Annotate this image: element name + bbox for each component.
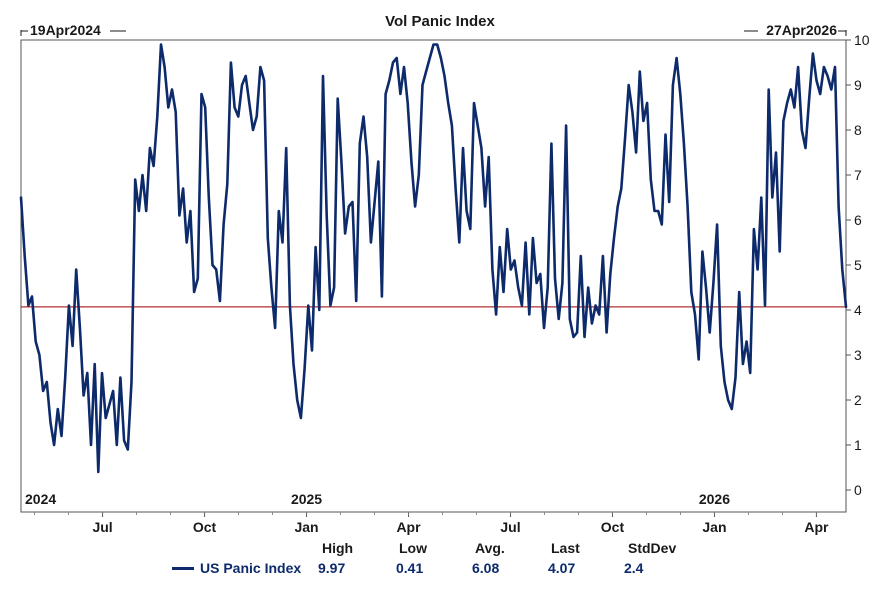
x-tick-label-oct-5: Oct bbox=[601, 519, 625, 535]
x-axis: Jul Oct Jan Apr Jul Oct Jan Apr bbox=[34, 512, 829, 535]
x-tick-label-oct-1: Oct bbox=[193, 519, 217, 535]
y-axis: 0 1 2 3 4 5 6 7 8 9 10 bbox=[846, 32, 870, 498]
end-date-label: 27Apr2026 bbox=[766, 22, 837, 38]
y-tick-label-2: 2 bbox=[854, 392, 862, 408]
series-line-us-panic-index bbox=[19, 43, 848, 474]
year-label-2025: 2025 bbox=[291, 491, 322, 507]
y-tick-label-9: 9 bbox=[854, 77, 862, 93]
y-tick-label-8: 8 bbox=[854, 122, 862, 138]
y-tick-label-7: 7 bbox=[854, 167, 862, 183]
y-tick-label-6: 6 bbox=[854, 212, 862, 228]
y-tick-label-5: 5 bbox=[854, 257, 862, 273]
y-tick-label-10: 10 bbox=[854, 32, 870, 48]
y-tick-label-1: 1 bbox=[854, 437, 862, 453]
x-tick-label-apr-3: Apr bbox=[396, 519, 421, 535]
x-tick-label-apr-7: Apr bbox=[804, 519, 829, 535]
y-tick-label-3: 3 bbox=[854, 347, 862, 363]
year-label-2024: 2024 bbox=[25, 491, 56, 507]
x-tick-label-jul-0: Jul bbox=[92, 519, 112, 535]
y-tick-label-4: 4 bbox=[854, 302, 862, 318]
x-tick-label-jan-6: Jan bbox=[702, 519, 726, 535]
plot-frame bbox=[20, 39, 847, 513]
x-tick-label-jan-2: Jan bbox=[294, 519, 318, 535]
start-date-label: 19Apr2024 bbox=[30, 22, 101, 38]
year-labels: 2024 2025 2026 bbox=[25, 491, 730, 507]
chart-title: Vol Panic Index bbox=[385, 13, 495, 30]
y-tick-label-0: 0 bbox=[854, 482, 862, 498]
x-tick-label-jul-4: Jul bbox=[500, 519, 520, 535]
year-label-2026: 2026 bbox=[699, 491, 730, 507]
